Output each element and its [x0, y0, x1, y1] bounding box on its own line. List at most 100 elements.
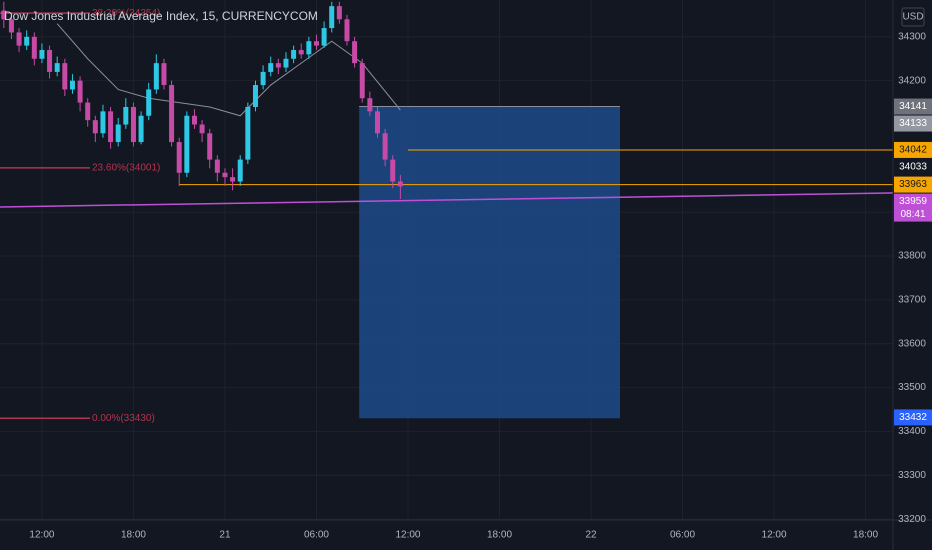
x-tick-label: 12:00 — [29, 530, 54, 541]
price-badge — [894, 98, 932, 115]
candle-body — [260, 71, 266, 86]
candle — [176, 137, 182, 186]
candle — [298, 43, 304, 59]
candle — [54, 56, 60, 77]
candle-body — [100, 111, 106, 134]
currency-box[interactable] — [901, 7, 925, 27]
candle-body — [329, 6, 335, 29]
price-badge-countdown: 08:41 — [900, 209, 925, 220]
x-tick-label: 12:00 — [762, 530, 787, 541]
candle-body — [130, 106, 136, 143]
price-badge — [894, 176, 932, 193]
y-tick-label: 34300 — [898, 31, 926, 42]
x-tick-label: 12:00 — [395, 530, 420, 541]
candle — [268, 56, 274, 77]
candle-body — [237, 159, 243, 182]
y-tick-label: 33400 — [898, 426, 926, 437]
candle-body — [108, 111, 114, 143]
price-badge-label: 33963 — [899, 179, 927, 190]
candle — [199, 120, 205, 143]
candle — [207, 128, 213, 169]
candle-body — [367, 98, 373, 112]
candle — [397, 174, 403, 200]
candle — [252, 80, 258, 112]
candle-body — [62, 63, 68, 90]
x-tick-label: 06:00 — [670, 530, 695, 541]
price-badge — [894, 115, 932, 132]
candle — [283, 52, 289, 72]
x-tick-label: 18:00 — [487, 530, 512, 541]
candle-body — [283, 58, 289, 68]
candle-body — [359, 63, 365, 99]
candle-body — [207, 133, 213, 160]
candle-body — [69, 80, 75, 90]
y-tick-label: 33700 — [898, 295, 926, 306]
candle-body — [184, 115, 190, 173]
position-box — [359, 106, 620, 419]
candle-body — [298, 49, 304, 55]
candle — [260, 65, 266, 90]
candle — [123, 98, 129, 129]
candle-body — [115, 124, 121, 143]
candle — [275, 58, 281, 75]
candle-body — [245, 106, 251, 160]
x-tick-label: 21 — [219, 530, 231, 541]
candle-body — [123, 106, 129, 125]
candle — [245, 102, 251, 164]
candle-body — [191, 115, 197, 125]
candle — [237, 155, 243, 186]
candle — [77, 76, 83, 112]
candle-body — [199, 124, 205, 134]
candle-body — [39, 49, 45, 59]
candle-body — [1, 10, 7, 20]
y-tick-label: 33200 — [898, 514, 926, 525]
price-badge-label: 34033 — [899, 162, 927, 173]
candle — [69, 74, 75, 94]
candle — [115, 117, 121, 147]
price-badge-label: 33959 — [899, 196, 927, 207]
candle — [291, 45, 297, 64]
candle-body — [291, 49, 297, 59]
candle — [1, 1, 7, 29]
candle — [31, 32, 37, 66]
chart-title: Dow Jones Industrial Average Index, 15, … — [4, 9, 318, 23]
fib-label: 23.60%(34001) — [92, 163, 160, 174]
candle — [85, 98, 91, 127]
candle — [344, 14, 350, 46]
candle — [390, 155, 396, 189]
candle-body — [268, 63, 274, 72]
candle — [130, 102, 136, 147]
candle — [352, 36, 358, 68]
y-tick-label: 33600 — [898, 338, 926, 349]
fib-label: 38.20%(34354) — [92, 8, 160, 19]
candle-body — [321, 28, 327, 46]
candle-body — [275, 63, 281, 68]
candle — [24, 30, 30, 50]
candle — [138, 111, 144, 145]
candle — [374, 106, 380, 138]
candle-body — [85, 102, 91, 121]
candle — [153, 54, 159, 94]
candle-body — [390, 159, 396, 182]
candle-body — [169, 85, 175, 143]
candle-body — [306, 41, 312, 55]
candle-body — [31, 36, 37, 59]
candle — [92, 115, 98, 143]
candle-body — [161, 63, 167, 86]
candle-body — [252, 85, 258, 107]
candle-body — [153, 63, 159, 90]
candle-body — [47, 49, 53, 72]
candle-body — [176, 142, 182, 173]
currency: USD — [902, 12, 923, 23]
candle — [191, 109, 197, 129]
candle-body — [374, 111, 380, 134]
y-tick-label: 33500 — [898, 382, 926, 393]
candle — [336, 1, 342, 24]
y-tick-label: 33300 — [898, 470, 926, 481]
x-tick-label: 06:00 — [304, 530, 329, 541]
candle — [184, 111, 190, 178]
candle — [359, 58, 365, 103]
candle — [214, 155, 220, 182]
y-tick-label: 33800 — [898, 251, 926, 262]
